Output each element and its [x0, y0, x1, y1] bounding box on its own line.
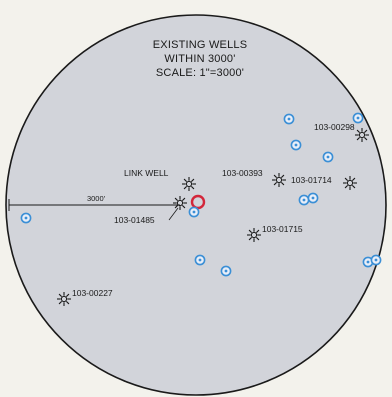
oil-well-sunburst-icon: [355, 128, 369, 142]
oil-well-sunburst-icon: [173, 196, 187, 210]
blue-circle-well-icon: [307, 192, 319, 204]
blue-circle-well-icon: [352, 112, 364, 124]
blue-circle-well-icon: [220, 265, 232, 277]
oil-well-sunburst-icon: [57, 292, 71, 306]
blue-circle-well-icon: [322, 151, 334, 163]
blue-circle-well-icon: [188, 206, 200, 218]
radius-dimension: 3000': [8, 194, 180, 211]
map-title-line-3: SCALE: 1"=3000': [156, 67, 244, 79]
link-well-api: 103-01485: [114, 215, 155, 225]
radius-label: 3000': [87, 194, 106, 203]
well-label-103-00298: 103-00298: [314, 122, 355, 132]
well-label-103-01714: 103-01714: [291, 175, 332, 185]
oil-well-sunburst-icon: [343, 176, 357, 190]
oil-well-sunburst-icon: [182, 177, 196, 191]
search-radius-circle: [5, 14, 387, 396]
well-label-103-01715: 103-01715: [262, 224, 303, 234]
well-label-103-00227: 103-00227: [72, 288, 113, 298]
blue-circle-well-icon: [283, 113, 295, 125]
oil-well-sunburst-icon: [272, 173, 286, 187]
link-well: LINK WELL 103-01485: [114, 168, 206, 225]
blue-circle-well-icon: [20, 212, 32, 224]
blue-circle-well-icon: [370, 254, 382, 266]
well-label-103-00393: 103-00393: [222, 168, 263, 178]
blue-circle-well-icon: [194, 254, 206, 266]
oil-well-sunburst-icon: [247, 228, 261, 242]
map-title-line-2: WITHIN 3000': [164, 53, 235, 65]
map-title-line-1: EXISTING WELLS: [153, 39, 248, 51]
blue-circle-well-icon: [298, 194, 310, 206]
link-well-label: LINK WELL: [124, 168, 169, 178]
red-ring-icon: [190, 194, 206, 210]
blue-circle-well-icon: [290, 139, 302, 151]
